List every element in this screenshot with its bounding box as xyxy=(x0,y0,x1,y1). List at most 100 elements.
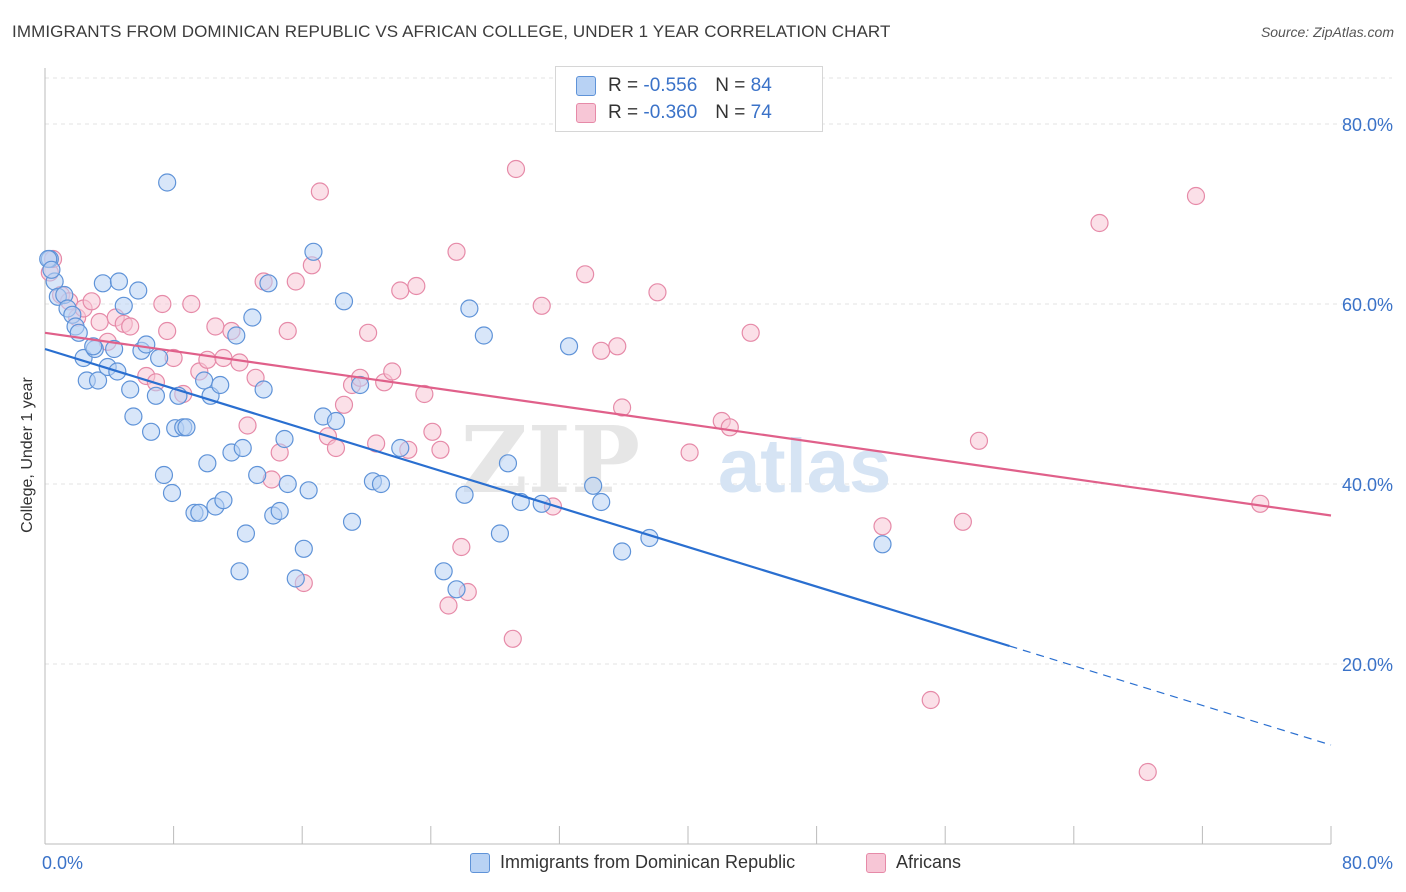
y-tick-label: 80.0% xyxy=(1342,115,1393,135)
data-point-africans xyxy=(90,312,109,332)
data-point-africans xyxy=(608,337,627,356)
data-point-africans xyxy=(383,362,402,381)
data-point-dominican xyxy=(248,465,267,485)
correlation-legend: R = -0.556 N = 84 R = -0.360 N = 74 xyxy=(555,66,823,132)
data-point-dominican xyxy=(162,483,182,503)
legend-item-africans[interactable]: Africans xyxy=(866,852,961,873)
trend-line-africans xyxy=(44,331,1332,517)
data-point-africans xyxy=(648,283,667,302)
data-point-africans xyxy=(741,323,760,342)
data-point-dominican xyxy=(233,438,252,458)
y-tick-label: 60.0% xyxy=(1342,295,1393,315)
data-point-africans xyxy=(230,353,249,372)
data-point-dominican xyxy=(455,485,474,504)
data-point-africans xyxy=(1138,762,1157,782)
data-point-africans xyxy=(953,512,972,531)
x-tick-label: 0.0% xyxy=(42,853,83,873)
data-point-dominican xyxy=(236,524,256,543)
data-point-africans xyxy=(158,321,177,341)
data-point-africans xyxy=(1090,213,1109,233)
data-point-africans xyxy=(391,281,410,300)
data-point-dominican xyxy=(198,454,217,473)
data-point-dominican xyxy=(137,335,156,354)
legend-r-value: -0.360 xyxy=(643,102,698,123)
data-point-dominican xyxy=(434,562,453,581)
data-point-africans xyxy=(153,294,172,314)
data-point-dominican xyxy=(612,542,632,561)
legend-r-label: R = xyxy=(608,102,639,123)
legend-row-dominican: R = -0.556 N = 84 xyxy=(576,73,772,99)
data-point-dominican xyxy=(371,474,391,494)
legend-item-dominican[interactable]: Immigrants from Dominican Republic xyxy=(470,852,795,873)
data-point-africans xyxy=(238,416,257,435)
data-point-africans xyxy=(121,317,140,336)
data-point-africans xyxy=(680,443,699,462)
legend-swatch-blue xyxy=(576,76,596,96)
data-point-africans xyxy=(334,395,354,414)
data-point-africans xyxy=(198,350,217,369)
legend-swatch-pink xyxy=(866,852,886,873)
data-point-africans xyxy=(921,690,940,710)
data-point-dominican xyxy=(460,299,479,318)
data-point-africans xyxy=(576,265,595,284)
data-point-dominican xyxy=(150,348,169,368)
y-tick-label: 20.0% xyxy=(1342,655,1393,675)
data-point-dominican xyxy=(93,274,112,293)
data-point-dominican xyxy=(391,438,410,458)
data-point-africans xyxy=(206,317,225,336)
data-point-dominican xyxy=(190,503,209,522)
data-point-africans xyxy=(592,341,611,360)
data-point-dominican xyxy=(230,562,249,581)
legend-swatch-blue xyxy=(470,852,490,873)
data-point-africans xyxy=(612,398,632,417)
watermark: ZIP atlas xyxy=(461,406,892,514)
data-point-dominican xyxy=(270,501,289,521)
data-point-africans xyxy=(286,272,305,291)
trend-lines xyxy=(44,331,1332,746)
trend-line-dominican-extension xyxy=(1009,645,1332,746)
data-point-africans xyxy=(82,292,101,311)
chart-title: IMMIGRANTS FROM DOMINICAN REPUBLIC VS AF… xyxy=(12,22,891,41)
watermark-zip: ZIP xyxy=(461,406,640,514)
data-point-africans xyxy=(1186,186,1206,206)
data-point-africans xyxy=(506,159,526,179)
data-point-dominican xyxy=(141,422,161,441)
data-point-dominican xyxy=(214,491,233,510)
data-point-dominican xyxy=(286,569,305,588)
data-point-dominican xyxy=(592,492,611,512)
watermark-atlas: atlas xyxy=(718,424,891,509)
data-point-dominican xyxy=(105,339,124,359)
legend-n-value: 74 xyxy=(750,102,772,123)
data-point-dominican xyxy=(121,380,140,399)
data-point-dominican xyxy=(490,524,510,543)
series-dominican-republic xyxy=(39,173,892,599)
data-point-dominican xyxy=(124,407,143,426)
data-point-dominican xyxy=(158,173,177,192)
source-label: Source: ZipAtlas.com xyxy=(1260,24,1394,40)
legend-r-value: -0.556 xyxy=(643,75,698,96)
data-point-africans xyxy=(278,321,297,341)
legend-swatch-pink xyxy=(576,103,596,123)
data-point-dominican xyxy=(275,429,294,449)
data-point-africans xyxy=(407,276,426,296)
data-point-dominican xyxy=(84,337,103,356)
series-legend: Immigrants from Dominican Republic Afric… xyxy=(0,852,1406,878)
data-point-dominican xyxy=(278,474,297,494)
tick-labels: 20.0% 40.0% 60.0% 80.0% 0.0% 80.0% xyxy=(42,115,1393,873)
data-point-dominican xyxy=(299,481,318,500)
data-point-dominican xyxy=(342,512,362,531)
series-africans xyxy=(40,159,1270,782)
data-point-dominican xyxy=(474,326,493,345)
data-point-dominican xyxy=(177,418,196,437)
legend-row-africans: R = -0.360 N = 74 xyxy=(576,100,772,126)
y-tick-label: 40.0% xyxy=(1342,475,1393,495)
data-point-dominican xyxy=(334,292,354,311)
legend-item-label: Africans xyxy=(896,852,962,872)
data-point-dominican xyxy=(243,308,262,327)
data-point-africans xyxy=(431,440,450,459)
data-point-dominican xyxy=(154,465,174,485)
data-point-dominican xyxy=(114,296,133,315)
legend-r-label: R = xyxy=(608,75,639,96)
data-point-africans xyxy=(532,296,551,315)
data-point-africans xyxy=(503,629,522,648)
